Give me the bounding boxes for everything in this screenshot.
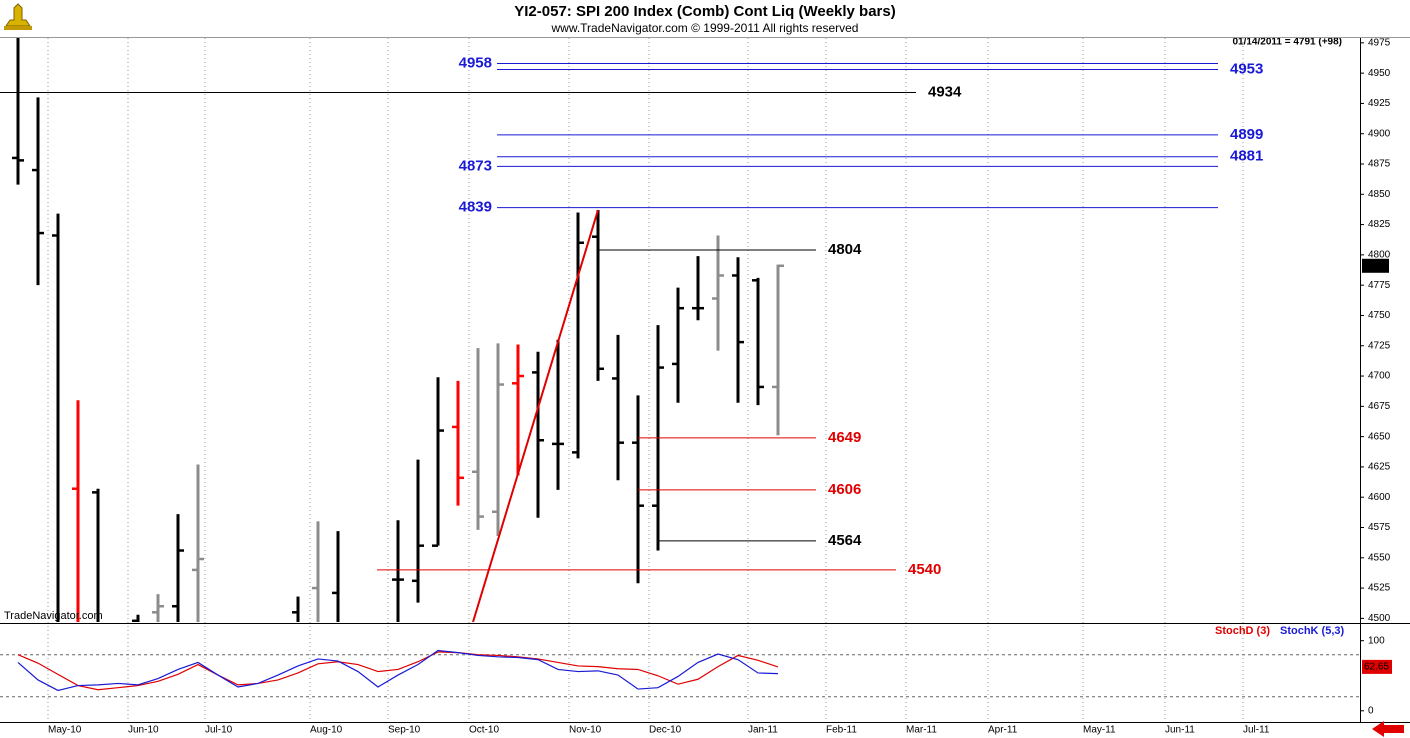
stoch-last-label: 62.65 — [1364, 662, 1389, 673]
level-label: 4564 — [828, 532, 862, 549]
price-panel — [0, 38, 1218, 622]
last-price-box — [1362, 258, 1389, 273]
x-tick-label: Aug-10 — [310, 725, 343, 736]
level-label: 4606 — [828, 481, 861, 498]
x-tick-label: Oct-10 — [469, 725, 499, 736]
y-tick-label: 4750 — [1368, 310, 1391, 321]
level-label: 4873 — [459, 157, 492, 174]
level-label: 4899 — [1230, 126, 1263, 143]
quote-info: 01/14/2011 = 4791 (+98) — [1232, 37, 1342, 48]
x-tick-label: Dec-10 — [649, 725, 682, 736]
chart-title: YI2-057: SPI 200 Index (Comb) Cont Liq (… — [514, 3, 895, 20]
level-label: 4839 — [459, 199, 492, 216]
y-tick-label: 4575 — [1368, 522, 1391, 533]
y-tick-label: 4550 — [1368, 552, 1391, 563]
x-tick-label: May-11 — [1083, 725, 1116, 736]
y-tick-label: 4625 — [1368, 462, 1391, 473]
stoch-y-tick-label: 100 — [1368, 635, 1385, 646]
stoch-y-tick-label: 0 — [1368, 705, 1374, 716]
y-tick-label: 4900 — [1368, 128, 1391, 139]
y-tick-label: 4800 — [1368, 250, 1391, 261]
x-tick-label: May-10 — [48, 725, 82, 736]
logo — [4, 3, 32, 30]
y-tick-label: 4875 — [1368, 159, 1391, 170]
level-label: 4804 — [828, 241, 862, 258]
legend-entry: StochK (5,3) — [1280, 625, 1345, 637]
x-tick-label: Jul-10 — [205, 725, 233, 736]
level-label: 4881 — [1230, 148, 1263, 165]
y-tick-label: 4525 — [1368, 583, 1391, 594]
level-label: 4649 — [828, 429, 861, 446]
level-label: 4953 — [1230, 60, 1263, 77]
last-price-label: 4791 — [1364, 260, 1387, 271]
y-tick-label: 4675 — [1368, 401, 1391, 412]
x-tick-label: Nov-10 — [569, 725, 602, 736]
y-tick-label: 4500 — [1368, 613, 1391, 624]
x-tick-label: Jun-11 — [1165, 725, 1195, 736]
stoch-panel — [0, 649, 1360, 698]
level-label: 4934 — [928, 83, 962, 100]
x-tick-label: Mar-11 — [906, 725, 937, 736]
y-tick-label: 4650 — [1368, 431, 1391, 442]
scroll-arrow[interactable] — [1372, 721, 1404, 737]
stoch-line — [17, 649, 779, 692]
chart-subtitle: www.TradeNavigator.com © 1999-2011 All r… — [551, 21, 859, 35]
y-tick-label: 4725 — [1368, 340, 1391, 351]
level-label: 4540 — [908, 561, 941, 578]
legend-entry: StochD (3) — [1215, 625, 1270, 637]
y-tick-label: 4775 — [1368, 280, 1391, 291]
stoch-last-box — [1362, 659, 1392, 674]
y-tick-label: 4600 — [1368, 492, 1391, 503]
x-tick-label: Sep-10 — [388, 725, 421, 736]
x-tick-label: Jan-11 — [748, 725, 778, 736]
y-tick-label: 4825 — [1368, 219, 1391, 230]
axes: May-10 Jun-10 Jul-10 Aug-10 Sep-10 Oct-10 Nov-… — [48, 37, 1392, 736]
trendline — [472, 209, 599, 622]
y-tick-label: 4850 — [1368, 189, 1391, 200]
stoch-line — [17, 651, 779, 691]
x-tick-label: Jul-11 — [1243, 725, 1270, 736]
y-tick-label: 4975 — [1368, 37, 1391, 48]
x-tick-label: Feb-11 — [826, 725, 857, 736]
y-tick-label: 4700 — [1368, 371, 1391, 382]
y-tick-label: 4950 — [1368, 68, 1391, 79]
x-tick-label: Jun-10 — [128, 725, 159, 736]
y-tick-label: 4925 — [1368, 98, 1391, 109]
level-label: 4958 — [459, 54, 492, 71]
watermark: TradeNavigator.com — [4, 610, 103, 622]
x-tick-label: Apr-11 — [988, 725, 1018, 736]
